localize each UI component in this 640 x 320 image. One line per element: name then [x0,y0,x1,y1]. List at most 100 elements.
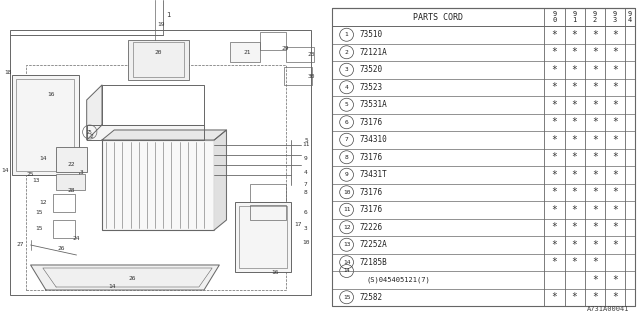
Text: 8: 8 [304,190,308,196]
Text: *: * [592,257,598,267]
Text: *: * [612,292,618,302]
Text: *: * [612,135,618,145]
Text: 3: 3 [304,226,308,230]
Text: *: * [552,240,557,250]
Bar [12,75,79,175]
Text: 22: 22 [68,163,75,167]
Bar [10,30,311,295]
Text: *: * [552,170,557,180]
Bar [230,42,260,62]
Text: 3: 3 [345,67,348,72]
Text: *: * [572,205,577,215]
Text: *: * [572,135,577,145]
Text: *: * [572,47,577,57]
Text: *: * [552,100,557,110]
Text: *: * [552,82,557,92]
Bar [260,32,285,50]
Bar [56,174,84,190]
Bar [26,65,285,290]
Text: *: * [572,30,577,40]
Text: *: * [552,187,557,197]
Bar [284,67,312,85]
Text: *: * [592,65,598,75]
Text: *: * [572,65,577,75]
Text: 29: 29 [282,45,289,51]
Text: *: * [612,205,618,215]
Text: *: * [612,30,618,40]
Text: 6: 6 [304,210,308,214]
Text: 23: 23 [307,52,315,58]
Text: 18: 18 [4,69,12,75]
Text: *: * [592,117,598,127]
Text: 8: 8 [345,155,348,160]
Text: *: * [592,30,598,40]
Text: 7: 7 [345,137,348,142]
Text: *: * [592,222,598,232]
Polygon shape [31,265,220,290]
Text: 16: 16 [47,92,55,98]
Text: 30: 30 [307,74,315,78]
Text: 5: 5 [304,138,308,142]
Text: 72226: 72226 [359,223,383,232]
Text: *: * [612,170,618,180]
Text: *: * [572,187,577,197]
Text: 7: 7 [304,182,308,188]
Text: PARTS CORD: PARTS CORD [413,12,463,21]
Text: 16: 16 [271,269,279,275]
Text: *: * [612,222,618,232]
Text: 15: 15 [35,210,42,214]
Text: 14: 14 [39,156,47,161]
Text: *: * [592,275,598,285]
Bar [56,147,86,172]
Text: 25: 25 [87,130,93,134]
Text: *: * [612,187,618,197]
Text: 72185B: 72185B [359,258,387,267]
Bar [250,205,285,220]
Text: 73431T: 73431T [359,170,387,179]
Text: 19: 19 [157,22,165,28]
Bar [239,206,287,268]
Text: (S)045405121(7): (S)045405121(7) [367,276,431,283]
Text: 14: 14 [1,167,9,172]
Text: 5: 5 [345,102,348,107]
Text: 4: 4 [304,170,308,174]
Bar [285,47,314,62]
Text: 10: 10 [343,190,350,195]
Text: 9: 9 [304,156,308,161]
Text: 13: 13 [343,242,350,247]
Text: 9
1: 9 1 [573,12,577,23]
Text: 21: 21 [243,50,251,54]
Text: 4: 4 [345,85,348,90]
Text: 72582: 72582 [359,293,383,302]
Text: *: * [612,100,618,110]
Text: 13: 13 [32,178,40,182]
Text: 73176: 73176 [359,205,383,214]
Text: 9: 9 [345,172,348,177]
Text: *: * [552,222,557,232]
Text: 10: 10 [302,239,310,244]
Text: 1: 1 [166,12,170,18]
Bar [132,42,184,77]
Text: 26: 26 [129,276,136,281]
Text: *: * [592,47,598,57]
Text: 24: 24 [73,236,80,241]
Text: 14: 14 [343,268,350,274]
Text: 72252A: 72252A [359,240,387,249]
Text: *: * [552,47,557,57]
Text: 73520: 73520 [359,65,383,74]
Text: *: * [552,152,557,162]
Text: 9
3: 9 3 [613,12,617,23]
Text: *: * [552,205,557,215]
Text: 26: 26 [58,245,65,251]
Text: *: * [612,152,618,162]
Text: *: * [552,135,557,145]
Polygon shape [86,125,204,140]
Text: *: * [572,222,577,232]
Text: *: * [592,135,598,145]
Text: 73523: 73523 [359,83,383,92]
Bar [102,140,214,230]
Text: 14: 14 [343,260,350,265]
Text: 73176: 73176 [359,118,383,127]
Text: 27: 27 [17,243,24,247]
Text: 73510: 73510 [359,30,383,39]
